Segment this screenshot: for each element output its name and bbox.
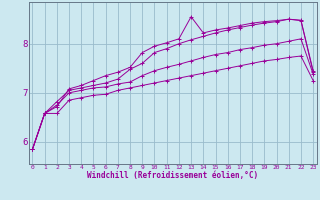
X-axis label: Windchill (Refroidissement éolien,°C): Windchill (Refroidissement éolien,°C): [87, 171, 258, 180]
